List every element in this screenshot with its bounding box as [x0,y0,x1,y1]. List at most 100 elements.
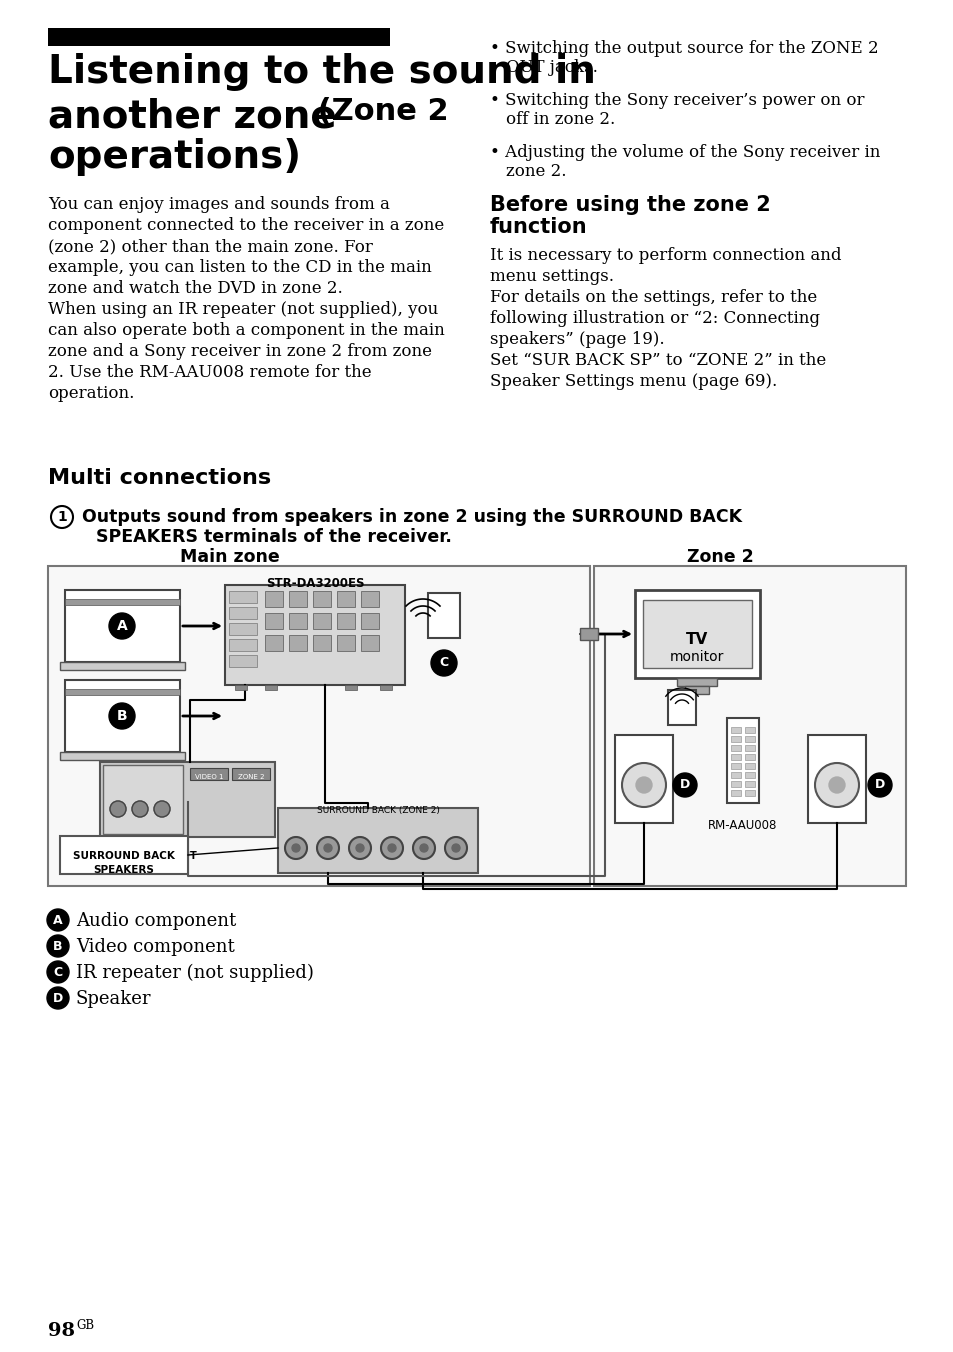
Text: SURROUND BACK: SURROUND BACK [73,850,174,861]
Circle shape [419,844,428,852]
Bar [730,727,740,733]
Text: ZONE 2 VIDEO OUT: ZONE 2 VIDEO OUT [93,850,196,861]
Bar [60,836,188,873]
Bar [360,591,378,607]
Circle shape [47,909,69,932]
Circle shape [621,763,665,807]
Text: You can enjoy images and sounds from a: You can enjoy images and sounds from a [48,196,390,214]
Circle shape [814,763,858,807]
Bar [336,612,355,629]
Text: Speaker: Speaker [76,990,152,1009]
Bar [289,635,307,652]
Text: function: function [490,218,587,237]
Circle shape [132,800,148,817]
Text: 1: 1 [57,510,67,525]
Bar [265,591,283,607]
Bar [103,765,183,834]
Bar [345,685,356,690]
Circle shape [355,844,364,852]
Bar [684,685,708,694]
Circle shape [109,703,135,729]
Text: monitor: monitor [669,650,723,664]
Text: zone and watch the DVD in zone 2.: zone and watch the DVD in zone 2. [48,280,342,297]
Bar [65,690,180,695]
Bar [635,589,760,677]
Bar [336,635,355,652]
Text: 98: 98 [48,1322,75,1340]
Bar [744,735,754,742]
Text: speakers” (page 19).: speakers” (page 19). [490,331,664,347]
Circle shape [110,800,126,817]
Bar [48,566,589,886]
Bar [190,768,228,780]
Bar [642,600,751,668]
Text: For details on the settings, refer to the: For details on the settings, refer to th… [490,289,817,306]
Bar [379,685,392,690]
Bar [360,635,378,652]
Bar [60,752,185,760]
Text: Outputs sound from speakers in zone 2 using the SURROUND BACK: Outputs sound from speakers in zone 2 us… [82,508,741,526]
Bar [229,654,256,667]
Circle shape [47,961,69,983]
Bar [289,612,307,629]
Circle shape [636,777,651,794]
Text: off in zone 2.: off in zone 2. [505,111,615,128]
Bar [677,677,717,685]
Text: example, you can listen to the CD in the main: example, you can listen to the CD in the… [48,260,432,276]
Circle shape [47,987,69,1009]
Text: D: D [52,991,63,1005]
Bar [730,781,740,787]
Bar [730,790,740,796]
Text: VIDEO 1: VIDEO 1 [194,773,223,780]
Text: SPEAKERS: SPEAKERS [93,865,154,875]
Bar [744,772,754,777]
Bar [730,763,740,769]
Bar [60,662,185,671]
Circle shape [431,650,456,676]
Text: component connected to the receiver in a zone: component connected to the receiver in a… [48,218,444,234]
Bar [744,754,754,760]
Bar [744,790,754,796]
Text: operation.: operation. [48,385,134,402]
Text: (zone 2) other than the main zone. For: (zone 2) other than the main zone. For [48,238,373,256]
Text: Multi connections: Multi connections [48,468,271,488]
Text: SPEAKERS terminals of the receiver.: SPEAKERS terminals of the receiver. [96,529,452,546]
Text: Video component: Video component [76,938,234,956]
Bar [232,768,270,780]
Bar [289,591,307,607]
Circle shape [51,506,73,529]
Circle shape [413,837,435,859]
Text: It is necessary to perform connection and: It is necessary to perform connection an… [490,247,841,264]
Text: B: B [53,940,63,953]
Bar [730,772,740,777]
Text: can also operate both a component in the main: can also operate both a component in the… [48,322,444,339]
Circle shape [444,837,467,859]
Text: zone and a Sony receiver in zone 2 from zone: zone and a Sony receiver in zone 2 from … [48,343,432,360]
Circle shape [292,844,299,852]
Bar [726,718,759,803]
Bar [65,680,180,752]
Bar [265,635,283,652]
Bar [807,735,865,823]
Text: D: D [679,779,689,791]
Text: C: C [439,657,448,669]
Text: another zone: another zone [48,97,336,135]
Bar [65,599,180,604]
Circle shape [349,837,371,859]
Bar [265,612,283,629]
Bar [667,690,696,725]
Text: menu settings.: menu settings. [490,268,614,285]
Text: • Switching the output source for the ZONE 2: • Switching the output source for the ZO… [490,41,878,57]
Bar [229,639,256,652]
Bar [615,735,672,823]
Circle shape [324,844,332,852]
Text: Speaker Settings menu (page 69).: Speaker Settings menu (page 69). [490,373,777,389]
Text: TV: TV [685,633,707,648]
Text: • Switching the Sony receiver’s power on or: • Switching the Sony receiver’s power on… [490,92,863,110]
Text: A: A [53,914,63,926]
Text: A: A [116,619,128,633]
Bar [594,566,905,886]
Bar [744,727,754,733]
Bar [428,594,459,638]
Text: Before using the zone 2: Before using the zone 2 [490,195,770,215]
